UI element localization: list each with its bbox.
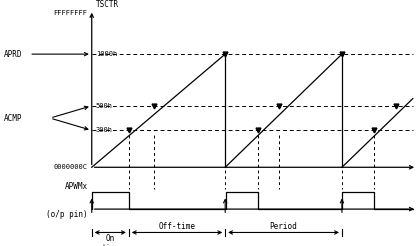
Text: (o/p pin): (o/p pin) bbox=[46, 210, 88, 219]
Text: APRD: APRD bbox=[4, 50, 23, 59]
Text: APWMx: APWMx bbox=[65, 182, 88, 191]
Text: 1000h: 1000h bbox=[96, 51, 117, 57]
Text: 500h: 500h bbox=[96, 103, 113, 109]
Text: TSCTR: TSCTR bbox=[96, 0, 119, 9]
Text: Off-time: Off-time bbox=[158, 222, 196, 231]
Text: On
time: On time bbox=[101, 234, 120, 246]
Text: Period: Period bbox=[270, 222, 297, 231]
Text: FFFFFFFF: FFFFFFFF bbox=[53, 10, 88, 16]
Text: 300h: 300h bbox=[96, 127, 113, 133]
Text: ACMP: ACMP bbox=[4, 114, 23, 123]
Text: 0000000C: 0000000C bbox=[53, 164, 88, 170]
